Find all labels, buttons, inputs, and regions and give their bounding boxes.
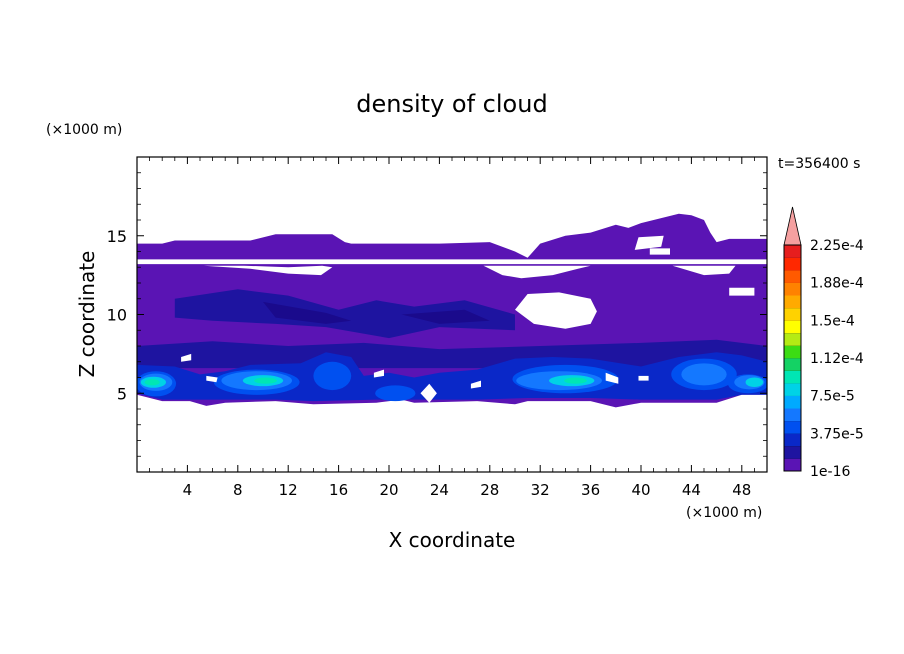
cloud-gap [672, 265, 736, 276]
colorbar-label: 2.25e-4 [810, 238, 864, 254]
cloud-gap [137, 259, 767, 265]
cloud-gap [729, 287, 755, 296]
x-tick-label: 48 [732, 481, 751, 499]
cloud-gap [203, 265, 333, 276]
cloud-gap [605, 372, 619, 384]
dense-band [137, 339, 767, 369]
colorbar-segment [784, 445, 801, 459]
x-tick-label: 44 [682, 481, 701, 499]
colorbar-segment [784, 282, 801, 296]
colorbar-segment [784, 420, 801, 434]
y-tick-label: 15 [107, 227, 127, 246]
colorbar-segment [784, 433, 801, 447]
colorbar-label: 1e-16 [810, 464, 850, 480]
contour-blob [564, 377, 587, 384]
colorbar-segment [784, 332, 801, 346]
y-tick-label: 10 [107, 306, 127, 325]
contour-blob [254, 377, 277, 384]
cloud-gap [634, 235, 664, 250]
cloud-gap [206, 375, 218, 383]
colorbar-label: 1.5e-4 [810, 313, 855, 329]
cloud-gap [181, 353, 192, 362]
colorbar: 1e-16 3.75e-5 7.5e-5 1.12e-4 1.5e-4 1.88e-4 2.… [783, 206, 864, 480]
y-axis: 5 10 15 [107, 172, 767, 457]
contour-blob [745, 377, 764, 387]
colorbar-frame [783, 244, 802, 472]
dense-band [174, 289, 516, 339]
contour-blob [313, 361, 352, 391]
colorbar-label: 1.12e-4 [810, 351, 864, 367]
field-layer [137, 213, 767, 408]
dense-band [263, 301, 352, 324]
chart-title: density of cloud [356, 90, 547, 118]
contour-blob [681, 363, 727, 386]
colorbar-segment [784, 245, 801, 258]
cloud-gap [515, 292, 597, 329]
colorbar-label: 3.75e-5 [810, 426, 864, 442]
colorbar-segment [784, 345, 801, 359]
contour-blob [144, 379, 160, 386]
x-tick-label: 32 [531, 481, 550, 499]
colorbar-segment [784, 257, 801, 271]
colorbar-segment [784, 383, 801, 396]
cloud-gap [483, 265, 591, 279]
colorbar-segment [784, 295, 801, 309]
x-tick-label: 8 [233, 481, 243, 499]
contour-field [137, 213, 767, 408]
x-tick-label: 12 [279, 481, 298, 499]
colorbar-segment [784, 270, 801, 283]
colorbar-label: 1.88e-4 [810, 276, 864, 292]
x-tick-label: 24 [430, 481, 449, 499]
cloud-gap [373, 369, 384, 378]
cloud-gap [649, 248, 670, 255]
y-unit-label: (×1000 m) [46, 122, 122, 138]
colorbar-segment [784, 307, 801, 321]
cloud-gap [638, 375, 649, 381]
y-axis-label: Z coordinate [75, 251, 99, 378]
x-tick-label: 16 [329, 481, 348, 499]
x-tick-label: 28 [480, 481, 499, 499]
colorbar-segment [784, 408, 801, 422]
colorbar-segment [784, 320, 801, 334]
y-tick-label: 5 [117, 384, 127, 403]
cloud-gap [137, 227, 175, 233]
colorbar-segment [784, 370, 801, 384]
colorbar-segment [784, 358, 801, 371]
x-tick-label: 36 [581, 481, 600, 499]
x-axis-label: X coordinate [389, 528, 516, 552]
x-tick-label: 40 [631, 481, 650, 499]
colorbar-label: 7.5e-5 [810, 389, 855, 405]
colorbar-extend-arrow [783, 206, 802, 246]
x-tick-label: 4 [183, 481, 193, 499]
contour-blob [375, 385, 416, 402]
colorbar-segment [784, 395, 801, 409]
cloud-gap [420, 383, 437, 403]
dense-band [401, 309, 490, 324]
x-axis: 4 8 12 16 20 24 28 32 36 40 44 48 [149, 157, 755, 499]
cloud-gap [470, 380, 481, 389]
x-tick-label: 20 [379, 481, 398, 499]
colorbar-segment [784, 458, 801, 472]
x-unit-label: (×1000 m) [686, 505, 762, 521]
time-label: t=356400 s [778, 156, 860, 172]
dense-layer [137, 352, 767, 402]
